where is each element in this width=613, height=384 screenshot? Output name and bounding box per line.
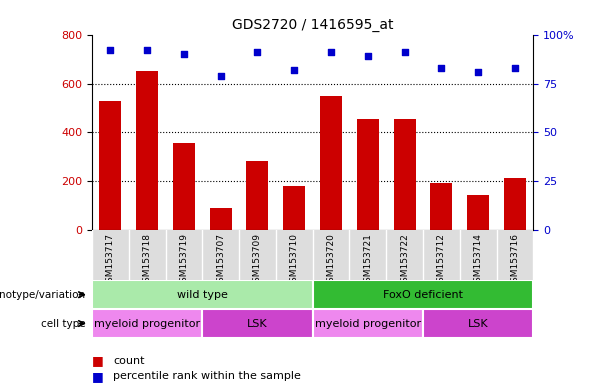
Bar [246,161,268,230]
Text: wild type: wild type [177,290,227,300]
Bar [283,186,305,230]
Text: GSM153716: GSM153716 [511,233,519,288]
Point [253,49,262,55]
Text: GSM153722: GSM153722 [400,233,409,288]
Text: GSM153718: GSM153718 [143,233,151,288]
Bar [92,280,313,309]
Text: percentile rank within the sample: percentile rank within the sample [113,371,301,381]
Point [179,51,189,57]
Point [436,65,446,71]
Bar [357,119,379,230]
Text: FoxO deficient: FoxO deficient [383,290,463,300]
Point [400,49,409,55]
Text: GSM153709: GSM153709 [253,233,262,288]
Point [473,69,483,75]
Text: myeloid progenitor: myeloid progenitor [94,318,200,329]
Bar [99,101,121,230]
Text: ■: ■ [92,370,104,383]
Text: GSM153710: GSM153710 [290,233,299,288]
Text: GSM153720: GSM153720 [327,233,335,288]
Title: GDS2720 / 1416595_at: GDS2720 / 1416595_at [232,18,394,32]
Text: LSK: LSK [247,318,268,329]
Bar [504,178,526,230]
Text: GSM153719: GSM153719 [180,233,188,288]
Bar [467,195,489,230]
Text: GSM153717: GSM153717 [106,233,115,288]
Point [326,49,336,55]
Point [216,73,226,79]
Bar [430,183,452,230]
Bar [202,309,313,338]
Text: LSK: LSK [468,318,489,329]
Point [142,47,152,53]
Text: GSM153707: GSM153707 [216,233,225,288]
Bar [313,280,533,309]
Point [363,53,373,59]
Point [105,47,115,53]
Text: genotype/variation: genotype/variation [0,290,86,300]
Text: GSM153714: GSM153714 [474,233,482,288]
Text: GSM153721: GSM153721 [364,233,372,288]
Bar [173,144,195,230]
Bar [210,209,232,230]
Point [289,67,299,73]
Text: myeloid progenitor: myeloid progenitor [314,318,421,329]
Text: ■: ■ [92,354,104,367]
Bar [320,96,342,230]
Bar [136,71,158,230]
Bar [92,309,202,338]
Text: GSM153712: GSM153712 [437,233,446,288]
Text: cell type: cell type [41,318,86,329]
Bar [394,119,416,230]
Bar [423,309,533,338]
Text: count: count [113,356,145,366]
Point [510,65,520,71]
Bar [313,309,423,338]
